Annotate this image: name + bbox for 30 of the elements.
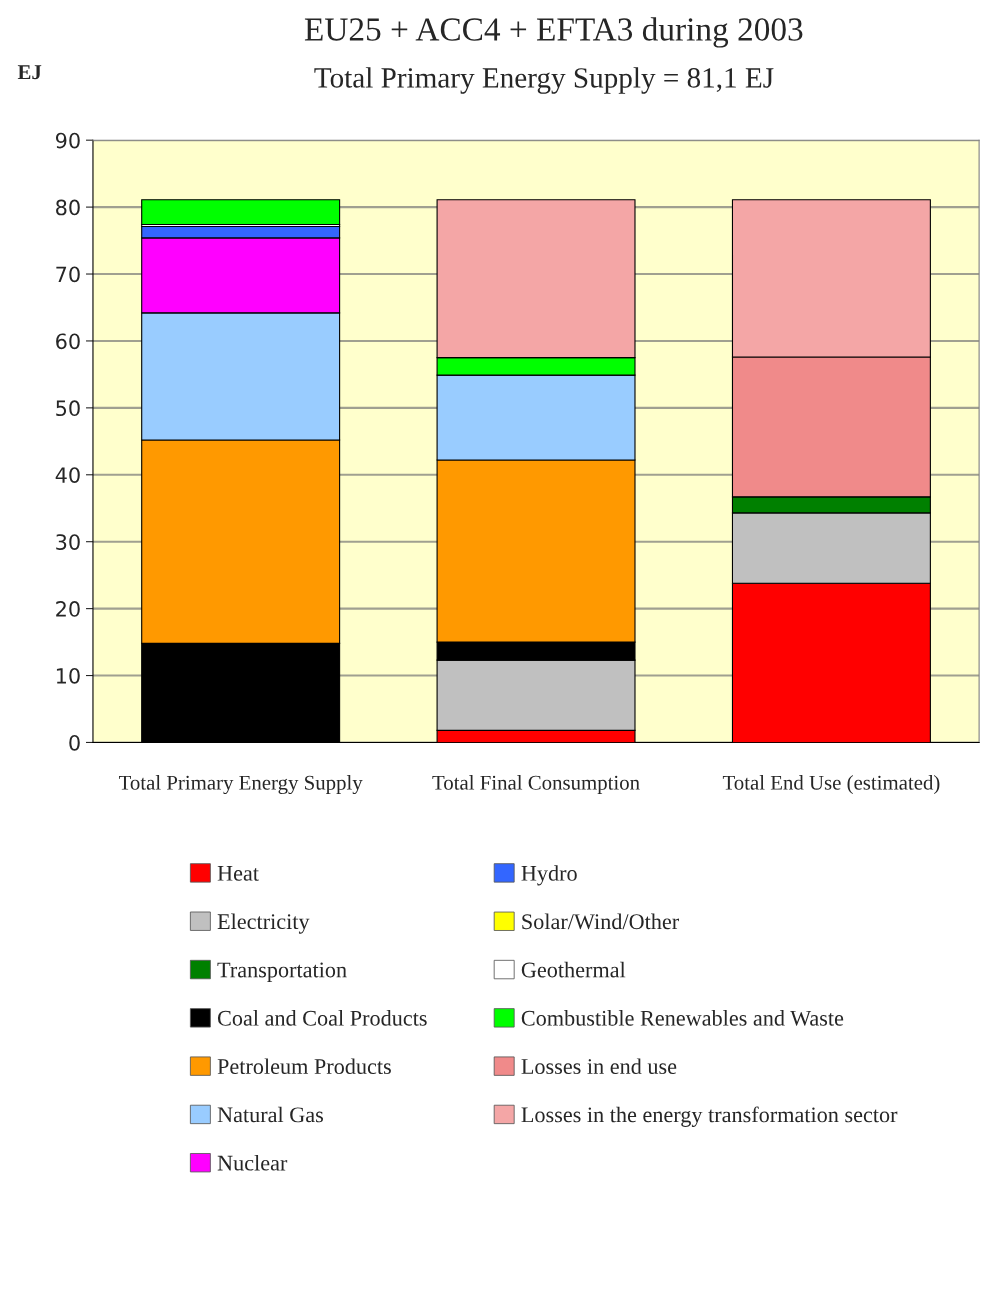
legend-label: Petroleum Products	[217, 1058, 391, 1075]
legend-label: Losses in end use	[521, 1058, 677, 1075]
y-tick-label: 20	[56, 601, 80, 617]
y-tick-label: 40	[55, 467, 80, 483]
y-tick-label: 50	[56, 400, 80, 417]
y-tick-label: 90	[55, 132, 80, 149]
chart-subtitle: Total Primary Energy Supply = 81,1 EJ	[314, 67, 774, 94]
legend-label: Geothermal	[521, 961, 626, 978]
legend-label: Natural Gas	[217, 1106, 323, 1123]
legend-label: Heat	[217, 866, 259, 881]
chart-title: EU25 + ACC4 + EFTA3 during 2003	[304, 17, 803, 48]
y-tick-label: 60	[56, 333, 80, 350]
legend-label: Transportation	[217, 962, 347, 982]
legend-label: Electricity	[217, 913, 310, 934]
legend-label: Solar/Wind/Other	[522, 913, 679, 930]
x-tick-label: Total End Use (estimated)	[722, 775, 940, 794]
legend-label: Combustible Renewables and Waste	[521, 1010, 844, 1026]
y-tick-label: 10	[56, 667, 80, 684]
y-axis-title: EJ	[17, 65, 42, 80]
legend-label: Hydro	[521, 865, 577, 886]
y-tick-label: 0	[69, 734, 80, 751]
y-tick-label: 80	[56, 199, 80, 216]
x-tick-label: Total Primary Energy Supply	[118, 775, 363, 795]
legend-label: Coal and Coal Products	[217, 1010, 427, 1026]
bar	[141, 199, 341, 226]
x-tick-label: Total Final Consumption	[432, 775, 640, 794]
legend-label: Nuclear	[217, 1154, 288, 1171]
legend-label: Losses in the energy transformation sector	[521, 1106, 898, 1127]
y-tick-label: 30	[56, 534, 80, 550]
y-tick-label: 70	[56, 266, 80, 283]
